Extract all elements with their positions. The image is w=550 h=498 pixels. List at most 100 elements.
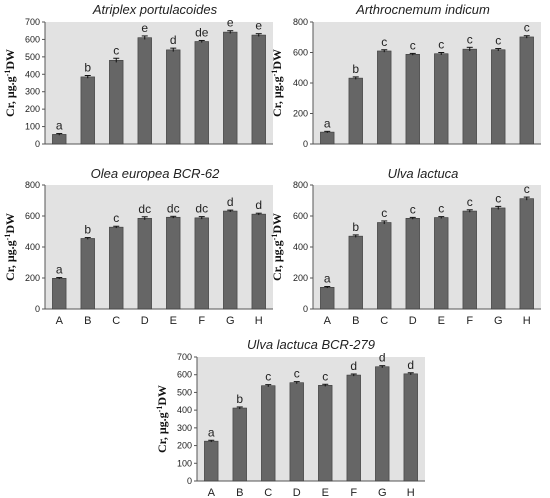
bar	[434, 217, 449, 310]
y-axis-label: Cr, μg.g-1DW	[155, 385, 169, 453]
y-axis-label: Cr, μg.g-1DW	[270, 213, 284, 281]
bar	[137, 37, 152, 145]
x-tick-label: G	[226, 315, 235, 327]
significance-label: dc	[195, 202, 208, 216]
significance-label: a	[56, 119, 63, 133]
significance-label: b	[84, 61, 91, 75]
x-tick-label: F	[350, 487, 357, 498]
x-tick-label: E	[170, 315, 177, 327]
y-tick-label: 800	[293, 180, 308, 190]
plot-background	[313, 185, 541, 309]
bar	[289, 382, 304, 482]
x-tick-label: C	[264, 487, 272, 498]
significance-label: a	[324, 116, 331, 130]
significance-label: b	[236, 392, 243, 406]
plot-background	[313, 22, 541, 144]
chart-title: Arthrocnemum indicum	[355, 2, 490, 17]
y-tick-label: 700	[177, 352, 192, 362]
bar	[251, 213, 266, 310]
x-tick-label: B	[84, 315, 91, 327]
significance-label: c	[524, 21, 530, 35]
y-tick-label: 0	[35, 304, 40, 314]
bar	[491, 207, 506, 310]
significance-label: c	[438, 202, 444, 216]
y-tick-label: 0	[187, 476, 192, 486]
bar	[223, 210, 238, 310]
significance-label: c	[495, 34, 501, 48]
bar	[261, 385, 276, 482]
bar	[348, 77, 363, 145]
significance-label: c	[410, 38, 416, 52]
x-tick-label: G	[494, 315, 503, 327]
bar	[320, 286, 335, 310]
x-tick-label: A	[324, 315, 332, 327]
y-axis-label: Cr, μg.g-1DW	[3, 49, 17, 117]
plot-background	[45, 22, 273, 144]
bar	[80, 76, 95, 145]
significance-label: d	[379, 351, 386, 365]
y-tick-label: 0	[35, 139, 40, 149]
significance-label: b	[352, 220, 359, 234]
y-tick-label: 400	[293, 78, 308, 88]
x-tick-label: D	[409, 315, 417, 327]
y-tick-label: 400	[25, 69, 40, 79]
significance-label: a	[56, 263, 63, 277]
chart-panel-1: 0 100 200 300 400 500 600 700 a b c e d de e e Atriplex …	[3, 2, 273, 149]
bar	[375, 366, 390, 482]
x-tick-label: G	[378, 487, 387, 498]
significance-label: c	[524, 182, 530, 196]
significance-label: a	[324, 272, 331, 286]
chart-title: Ulva lactuca	[388, 166, 459, 181]
bar	[232, 407, 247, 482]
bar	[346, 374, 361, 482]
significance-label: dc	[167, 201, 180, 215]
bar	[109, 60, 124, 145]
significance-label: e	[255, 19, 262, 33]
bar	[80, 238, 95, 310]
y-tick-label: 0	[303, 304, 308, 314]
chart-panel-2: 0 200 400 600 800 a b c c c c c c Arthrocnemum indicu…	[270, 2, 541, 149]
y-tick-label: 600	[25, 211, 40, 221]
x-tick-label: D	[293, 487, 301, 498]
bar	[52, 278, 67, 310]
x-tick-label: H	[255, 315, 263, 327]
bar	[403, 373, 418, 482]
y-tick-label: 400	[177, 405, 192, 415]
bar	[194, 217, 209, 310]
significance-label: c	[265, 370, 271, 384]
significance-label: c	[467, 195, 473, 209]
significance-label: c	[113, 43, 119, 57]
bar	[519, 36, 534, 145]
y-tick-label: 200	[25, 273, 40, 283]
chart-title: Ulva lactuca BCR-279	[247, 337, 375, 352]
y-tick-label: 100	[25, 122, 40, 132]
bar	[52, 134, 67, 145]
y-tick-label: 800	[293, 17, 308, 27]
significance-label: d	[407, 358, 414, 372]
bar	[166, 216, 181, 310]
plot-background	[197, 357, 425, 481]
x-tick-label: E	[322, 487, 329, 498]
bar	[462, 48, 477, 145]
bar	[348, 235, 363, 310]
y-tick-label: 600	[293, 211, 308, 221]
significance-label: dc	[138, 202, 151, 216]
x-tick-label: E	[438, 315, 445, 327]
x-tick-label: F	[198, 315, 205, 327]
y-tick-label: 600	[293, 48, 308, 58]
y-tick-label: 600	[25, 34, 40, 44]
x-tick-label: H	[523, 315, 531, 327]
significance-label: c	[410, 202, 416, 216]
bar	[204, 440, 219, 482]
chart-title: Atriplex portulacoides	[92, 2, 218, 17]
bar	[405, 54, 420, 145]
significance-label: a	[208, 425, 215, 439]
bar	[251, 34, 266, 145]
bar	[318, 385, 333, 482]
significance-label: c	[113, 211, 119, 225]
y-tick-label: 200	[293, 109, 308, 119]
y-tick-label: 400	[25, 242, 40, 252]
bar	[377, 50, 392, 145]
significance-label: e	[227, 16, 234, 30]
bar	[194, 41, 209, 145]
